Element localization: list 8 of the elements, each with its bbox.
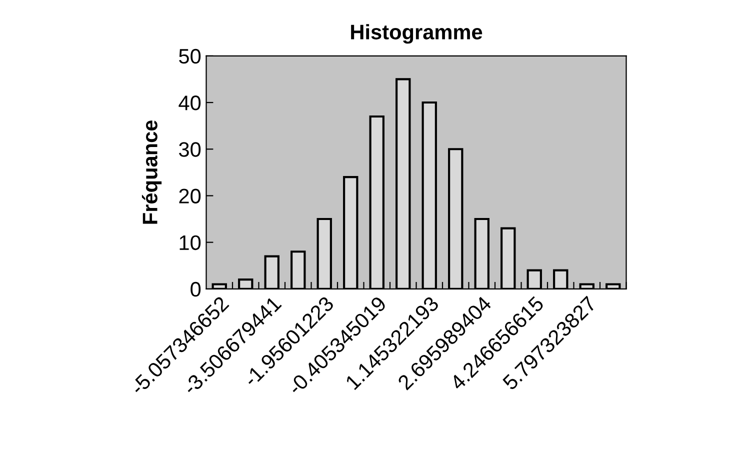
y-tick-label: 0 bbox=[190, 282, 201, 297]
y-tick-label: 50 bbox=[179, 48, 201, 64]
y-axis-title: Fréquance bbox=[142, 120, 162, 224]
chart-title: Histogramme bbox=[351, 24, 482, 44]
y-tick-label: 30 bbox=[179, 142, 201, 157]
y-tick-label: 20 bbox=[179, 188, 201, 204]
y-tick-label: 40 bbox=[178, 96, 201, 110]
y-tick-label: 10 bbox=[180, 235, 201, 250]
